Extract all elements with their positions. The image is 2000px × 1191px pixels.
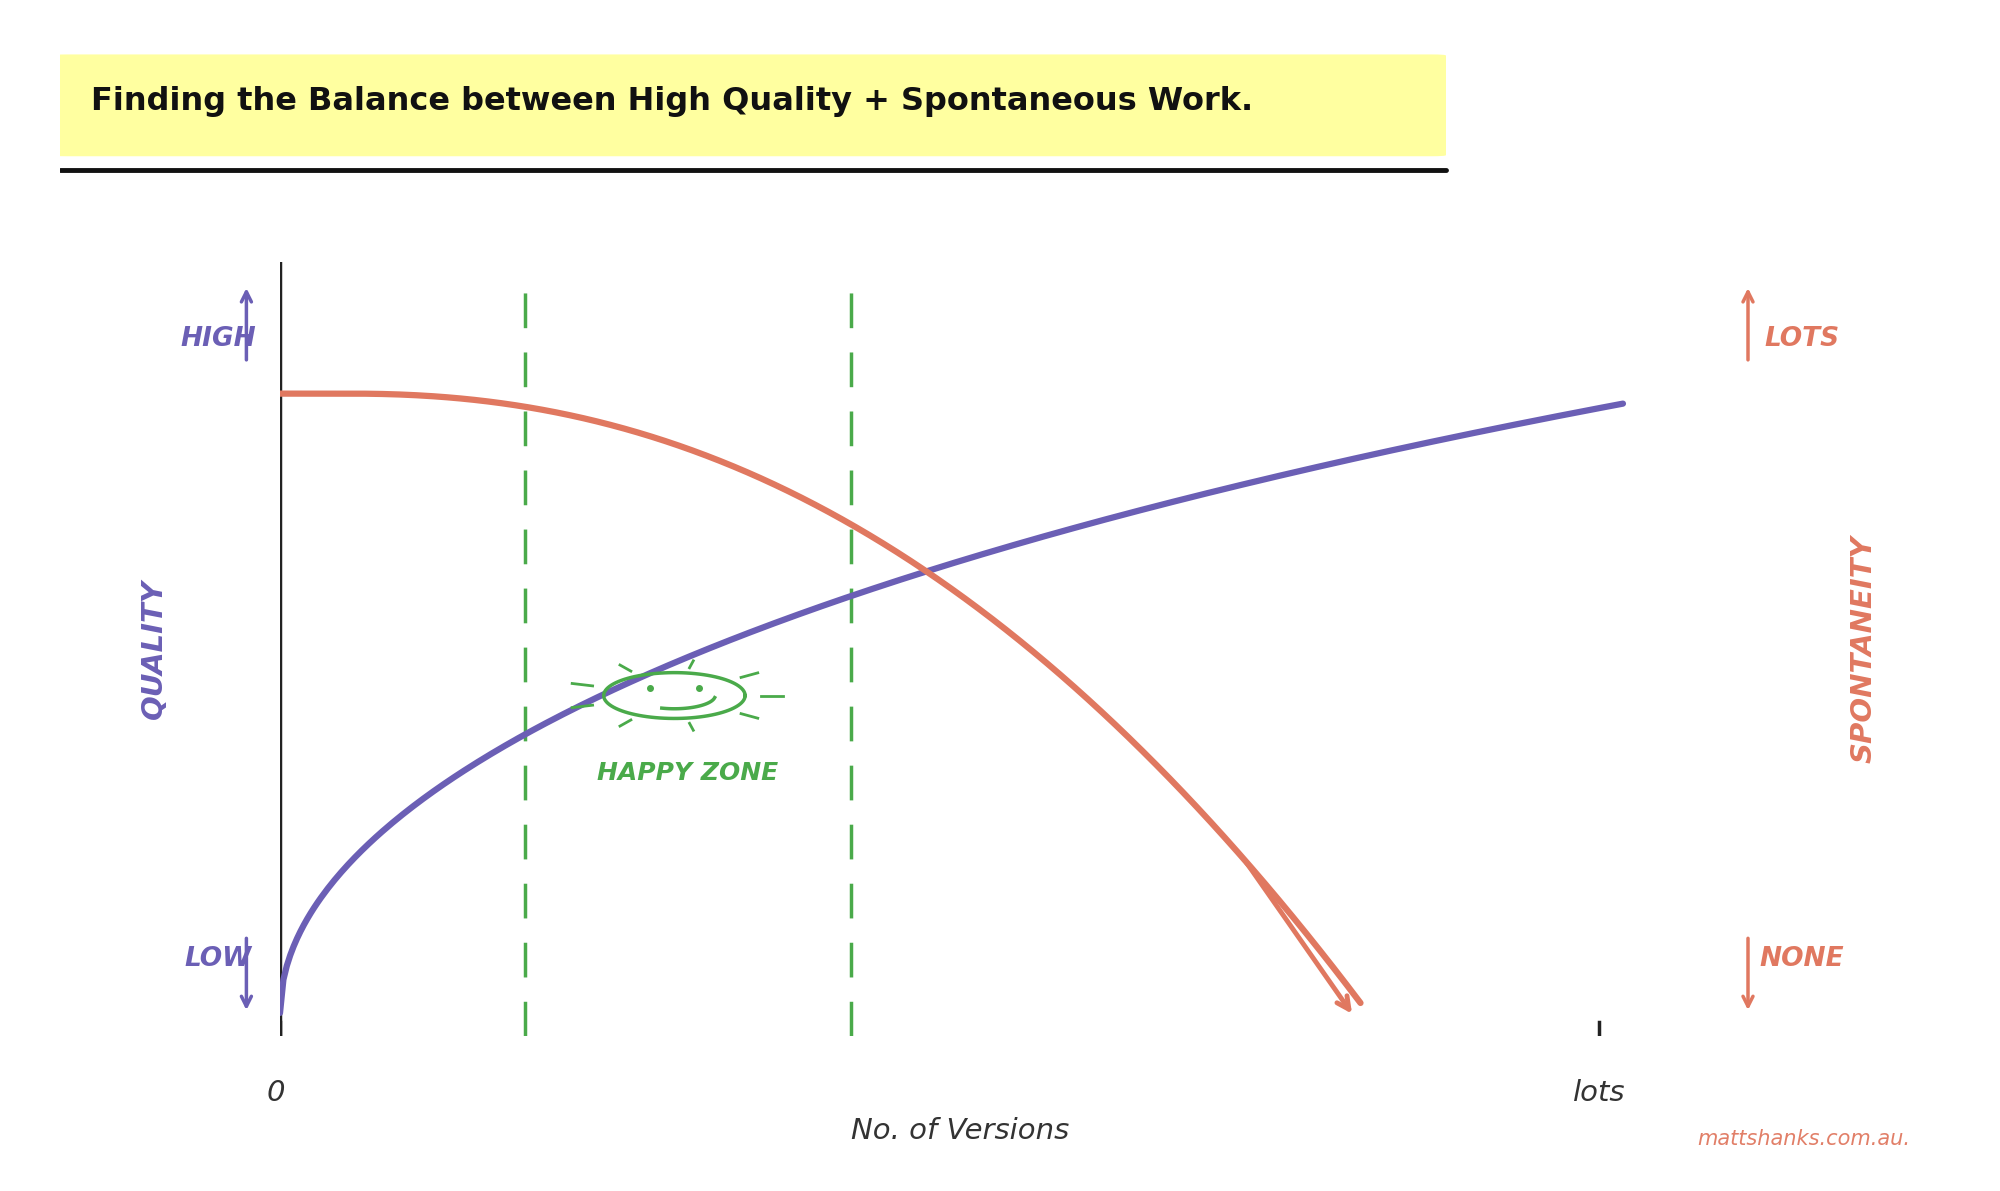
- Text: Finding the Balance between High Quality + Spontaneous Work.: Finding the Balance between High Quality…: [90, 87, 1252, 118]
- Text: LOTS: LOTS: [1764, 326, 1840, 353]
- Text: No. of Versions: No. of Versions: [850, 1117, 1070, 1146]
- Text: 0: 0: [266, 1079, 286, 1106]
- Text: NONE: NONE: [1760, 946, 1844, 972]
- Text: SPONTANEITY: SPONTANEITY: [1850, 535, 1878, 763]
- Text: HAPPY ZONE: HAPPY ZONE: [598, 761, 778, 785]
- FancyBboxPatch shape: [52, 55, 1446, 156]
- Text: HIGH: HIGH: [180, 326, 256, 353]
- Text: QUALITY: QUALITY: [140, 579, 168, 719]
- Text: LOW: LOW: [184, 946, 252, 972]
- Text: lots: lots: [1572, 1079, 1626, 1106]
- Text: mattshanks.com.au.: mattshanks.com.au.: [1696, 1129, 1910, 1149]
